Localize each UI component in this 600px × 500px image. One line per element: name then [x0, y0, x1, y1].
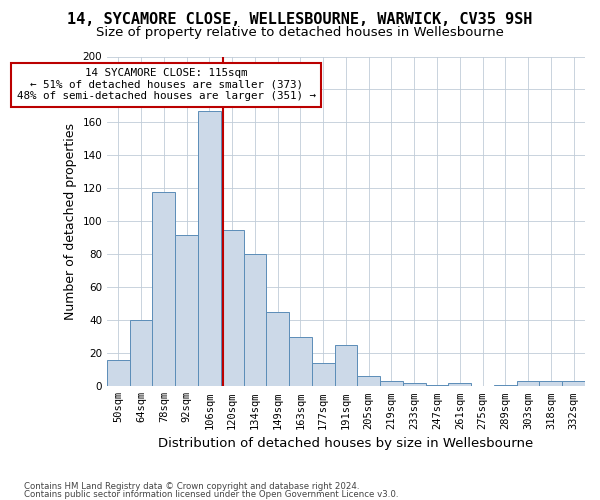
- Bar: [289, 337, 312, 386]
- Bar: [494, 384, 517, 386]
- Bar: [425, 384, 448, 386]
- Bar: [244, 254, 266, 386]
- Bar: [562, 382, 585, 386]
- Bar: [403, 383, 425, 386]
- Text: Size of property relative to detached houses in Wellesbourne: Size of property relative to detached ho…: [96, 26, 504, 39]
- Bar: [312, 363, 335, 386]
- Bar: [380, 382, 403, 386]
- Bar: [107, 360, 130, 386]
- Text: 14 SYCAMORE CLOSE: 115sqm
← 51% of detached houses are smaller (373)
48% of semi: 14 SYCAMORE CLOSE: 115sqm ← 51% of detac…: [17, 68, 316, 101]
- X-axis label: Distribution of detached houses by size in Wellesbourne: Distribution of detached houses by size …: [158, 437, 533, 450]
- Text: 14, SYCAMORE CLOSE, WELLESBOURNE, WARWICK, CV35 9SH: 14, SYCAMORE CLOSE, WELLESBOURNE, WARWIC…: [67, 12, 533, 26]
- Bar: [130, 320, 152, 386]
- Bar: [175, 234, 198, 386]
- Bar: [266, 312, 289, 386]
- Text: Contains public sector information licensed under the Open Government Licence v3: Contains public sector information licen…: [24, 490, 398, 499]
- Y-axis label: Number of detached properties: Number of detached properties: [64, 123, 77, 320]
- Bar: [517, 382, 539, 386]
- Bar: [358, 376, 380, 386]
- Bar: [221, 230, 244, 386]
- Bar: [198, 111, 221, 386]
- Bar: [539, 382, 562, 386]
- Bar: [152, 192, 175, 386]
- Bar: [448, 383, 471, 386]
- Bar: [335, 345, 358, 387]
- Text: Contains HM Land Registry data © Crown copyright and database right 2024.: Contains HM Land Registry data © Crown c…: [24, 482, 359, 491]
